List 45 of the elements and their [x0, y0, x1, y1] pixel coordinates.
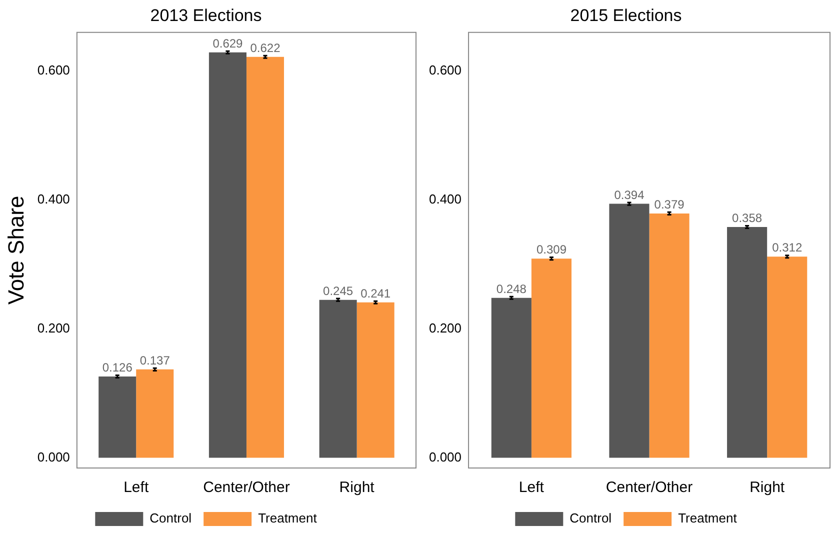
chart-title: 2013 Elections: [150, 6, 262, 25]
x-tick-label: Center/Other: [606, 479, 693, 496]
bar: [319, 300, 357, 458]
data-label: 0.126: [102, 360, 133, 375]
legend-label: Control: [150, 510, 192, 526]
bar: [246, 56, 284, 458]
legend-label: Control: [570, 510, 612, 526]
bar: [356, 302, 394, 458]
bar: [649, 213, 690, 458]
y-axis-title: Vote Share: [3, 196, 28, 305]
data-label: 0.629: [212, 36, 244, 50]
y-tick-label: 0.000: [37, 449, 70, 464]
y-tick-label: 0.000: [428, 449, 462, 464]
bar: [727, 227, 768, 458]
bar: [531, 258, 572, 458]
bar: [98, 376, 136, 458]
data-label: 0.622: [250, 40, 281, 55]
data-label: 0.241: [360, 286, 391, 300]
x-tick-label: Center/Other: [203, 479, 290, 496]
data-label: 0.309: [536, 242, 567, 257]
legend-label: Treatment: [678, 510, 738, 526]
y-tick-label: 0.200: [428, 320, 462, 336]
chart-title: 2015 Elections: [570, 6, 682, 25]
data-label: 0.358: [732, 211, 762, 226]
x-tick-label: Right: [750, 479, 786, 496]
bar: [609, 204, 650, 458]
legend-label: Treatment: [258, 510, 318, 526]
x-tick-label: Right: [339, 479, 376, 496]
bar: [208, 52, 246, 458]
bar: [491, 298, 532, 458]
y-tick-label: 0.600: [37, 62, 70, 78]
x-tick-label: Left: [518, 479, 545, 496]
y-tick-label: 0.200: [37, 320, 70, 336]
x-tick-label: Left: [124, 479, 150, 496]
bar: [767, 256, 808, 458]
data-label: 0.137: [140, 353, 170, 368]
bar: [136, 369, 174, 458]
y-tick-label: 0.400: [428, 192, 462, 207]
data-label: 0.379: [654, 197, 685, 212]
data-label: 0.245: [323, 284, 354, 298]
data-label: 0.394: [614, 188, 645, 202]
y-tick-label: 0.600: [428, 62, 462, 78]
data-label: 0.312: [772, 240, 802, 255]
y-tick-label: 0.400: [37, 192, 70, 207]
data-label: 0.248: [496, 282, 527, 296]
